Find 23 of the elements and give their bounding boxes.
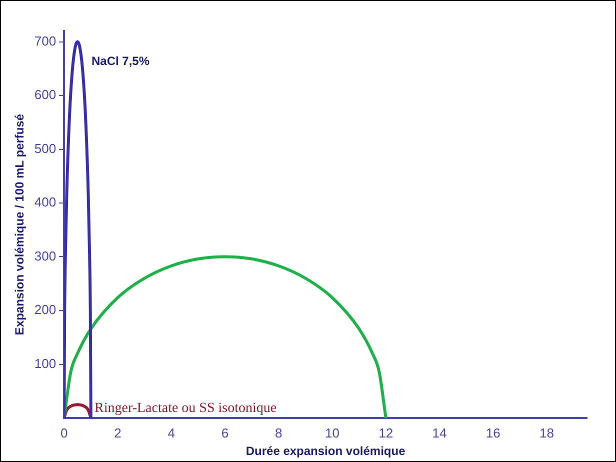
x-tick-label: 16 (486, 425, 500, 440)
line-series (64, 255, 388, 418)
x-tick-label: 2 (114, 425, 122, 440)
y-tick-label: 700 (34, 33, 56, 48)
x-tick-label: 12 (378, 425, 394, 440)
y-tick-label: 200 (34, 302, 56, 318)
x-tick-label: 4 (168, 425, 175, 440)
line-series (64, 40, 92, 418)
x-tick-label: 14 (432, 425, 447, 440)
y-tick-label: 500 (34, 140, 56, 156)
series-label: Ringer-Lactate ou SS isotonique (94, 401, 277, 416)
x-axis-title: Durée expansion volémique (246, 444, 406, 458)
x-tick-label: 6 (221, 425, 229, 440)
y-axis-title: Expansion volémique / 100 mL perfusé (12, 114, 27, 336)
x-tick-label: 0 (60, 425, 68, 440)
x-tick-label: 8 (275, 425, 282, 440)
x-tick-label: 10 (325, 425, 340, 440)
series-label: NaCl 7,5% (92, 54, 150, 68)
y-tick-label: 300 (34, 248, 56, 264)
y-tick-label: 400 (34, 194, 56, 210)
y-tick-label: 600 (34, 87, 56, 102)
y-tick-label: 100 (34, 356, 56, 371)
x-tick-label: 18 (540, 425, 554, 440)
